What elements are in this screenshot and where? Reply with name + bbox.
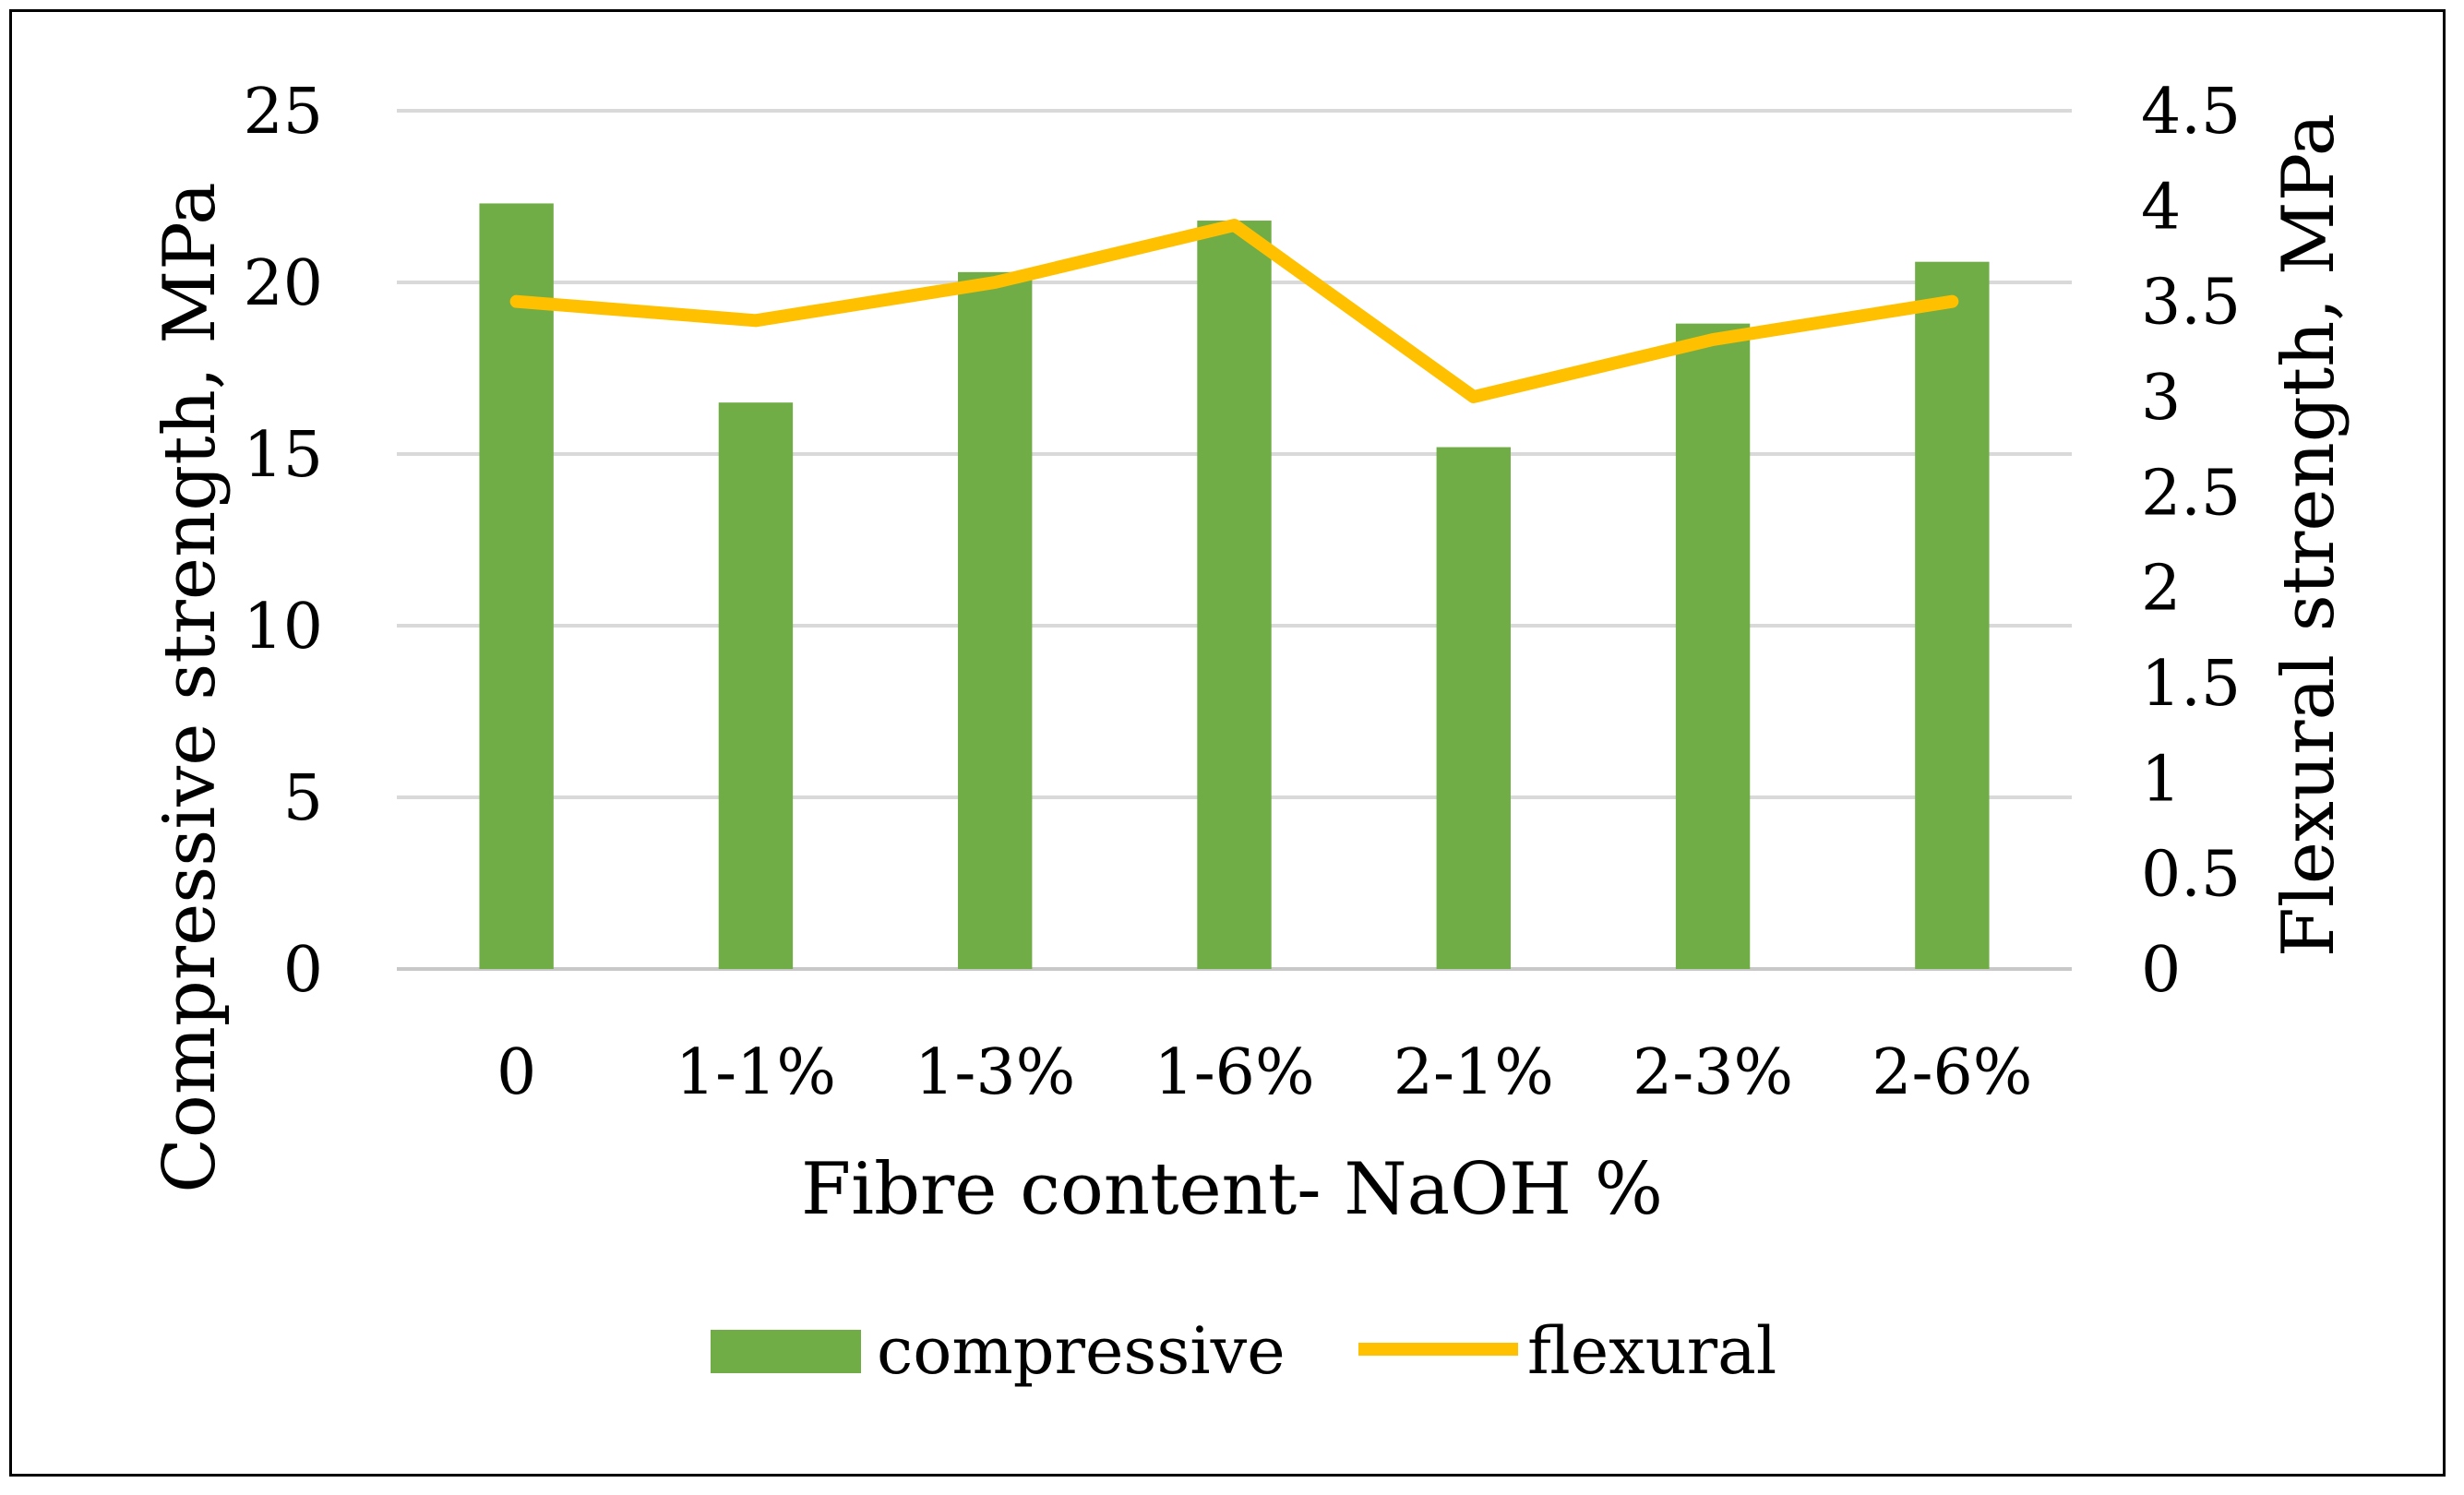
x-axis-ticks: 0 1-1% 1-3% 1-6% 2-1% 2-3% 2-6% xyxy=(496,1036,2032,1109)
legend-swatch-compressive xyxy=(711,1330,861,1373)
bar-compressive xyxy=(1197,221,1272,970)
x-tick-label: 2-3% xyxy=(1633,1036,1793,1109)
y-axis-title: Compressive strength, MPa xyxy=(149,182,232,1193)
y2-tick-label: 2.5 xyxy=(2141,457,2241,530)
y2-axis-title: Flexural strength, MPa xyxy=(2267,114,2350,957)
bar-compressive xyxy=(1675,323,1751,969)
y-tick-label: 0 xyxy=(283,934,323,1007)
x-tick-label: 1-3% xyxy=(915,1036,1075,1109)
y-tick-label: 15 xyxy=(243,419,323,492)
legend: compressive flexural xyxy=(711,1313,1776,1389)
y2-tick-label: 0.5 xyxy=(2141,839,2241,912)
y2-tick-label: 1 xyxy=(2141,743,2181,816)
y2-tick-label: 1.5 xyxy=(2141,648,2241,721)
compressive-bars xyxy=(479,203,1990,970)
bar-compressive xyxy=(718,402,794,969)
bar-compressive xyxy=(479,203,554,969)
y-tick-label: 25 xyxy=(243,76,323,149)
y2-tick-label: 3 xyxy=(2141,362,2181,435)
bar-compressive xyxy=(1915,261,1990,969)
y-axis-ticks: 0 5 10 15 20 25 xyxy=(243,76,323,1007)
legend-label-flexural: flexural xyxy=(1527,1313,1776,1389)
bar-compressive xyxy=(1436,447,1511,969)
y-tick-label: 5 xyxy=(283,762,323,835)
y2-tick-label: 4.5 xyxy=(2141,76,2241,149)
x-tick-label: 1-1% xyxy=(676,1036,836,1109)
x-tick-label: 2-1% xyxy=(1393,1036,1554,1109)
line-flexural xyxy=(509,219,1959,403)
x-tick-label: 0 xyxy=(496,1036,536,1109)
y-tick-label: 10 xyxy=(243,591,323,664)
y2-axis-ticks: 0 0.5 1 1.5 2 2.5 3 3.5 4 4.5 xyxy=(2141,76,2241,1007)
y2-tick-label: 3.5 xyxy=(2141,267,2241,340)
y2-tick-label: 4 xyxy=(2141,171,2181,244)
legend-label-compressive: compressive xyxy=(877,1313,1286,1389)
y2-tick-label: 0 xyxy=(2141,934,2181,1007)
bar-compressive xyxy=(958,271,1033,970)
flexural-line xyxy=(509,219,1959,403)
x-tick-label: 2-6% xyxy=(1872,1036,2032,1109)
y-tick-label: 20 xyxy=(243,247,323,320)
y2-tick-label: 2 xyxy=(2141,553,2181,626)
x-axis-title: Fibre content- NaOH % xyxy=(801,1148,1663,1231)
x-tick-label: 1-6% xyxy=(1154,1036,1314,1109)
